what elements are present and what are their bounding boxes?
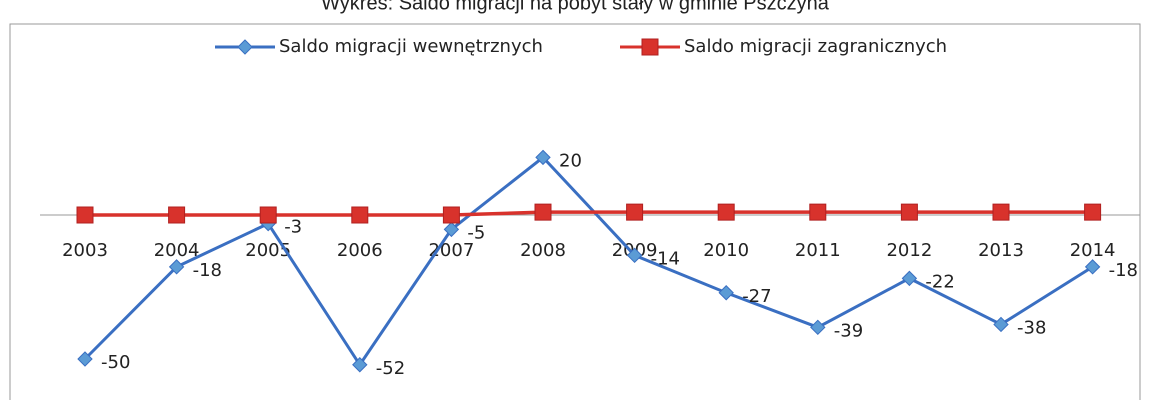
point <box>993 316 1009 333</box>
data-label: -18 <box>1109 260 1138 281</box>
point <box>259 206 277 224</box>
plot-frame <box>9 23 1141 400</box>
data-label: -5 <box>467 222 485 243</box>
legend-label: Saldo migracji zagranicznych <box>684 36 947 57</box>
point <box>901 270 918 287</box>
x-tick-label: 2012 <box>886 240 932 261</box>
x-tick-label: 2013 <box>978 240 1024 261</box>
point <box>992 203 1010 221</box>
x-tick-label: 2014 <box>1070 240 1116 261</box>
point <box>168 206 186 224</box>
point <box>810 319 826 336</box>
legend-label: Saldo migracji wewnętrznych <box>279 36 543 57</box>
x-tick-label: 2004 <box>154 240 200 261</box>
data-label: -52 <box>376 358 405 379</box>
point <box>77 351 93 367</box>
data-label: 20 <box>559 150 582 171</box>
chart-title: Wykres: Saldo migracji na pobyt stały w … <box>321 0 830 14</box>
point <box>535 149 551 166</box>
data-label: -38 <box>1017 317 1046 338</box>
point <box>626 203 644 221</box>
point <box>352 357 368 373</box>
series-line <box>85 210 1093 217</box>
data-label: -3 <box>284 217 302 238</box>
data-label: -22 <box>925 271 954 292</box>
point <box>809 203 827 221</box>
point <box>534 203 552 221</box>
point <box>442 206 460 224</box>
data-label: -50 <box>101 352 130 373</box>
x-tick-label: 2011 <box>795 240 841 261</box>
point <box>76 206 94 224</box>
point <box>237 39 253 55</box>
point <box>626 247 643 264</box>
x-tick-label: 2010 <box>703 240 749 261</box>
data-label: -18 <box>193 260 222 281</box>
data-label: -27 <box>742 286 771 307</box>
data-label: -39 <box>834 320 863 341</box>
x-tick-label: 2005 <box>245 240 291 261</box>
x-tick-label: 2003 <box>62 240 108 261</box>
point <box>1084 203 1102 221</box>
point <box>443 221 460 238</box>
x-tick-label: 2006 <box>337 240 383 261</box>
series-line <box>83 155 1094 368</box>
point <box>351 206 369 224</box>
x-tick-label: 2008 <box>520 240 566 261</box>
data-label: -14 <box>651 248 680 269</box>
point <box>641 38 659 56</box>
point <box>717 203 735 221</box>
point <box>718 285 734 301</box>
point <box>168 259 185 275</box>
point <box>900 203 918 221</box>
point <box>1084 259 1101 275</box>
